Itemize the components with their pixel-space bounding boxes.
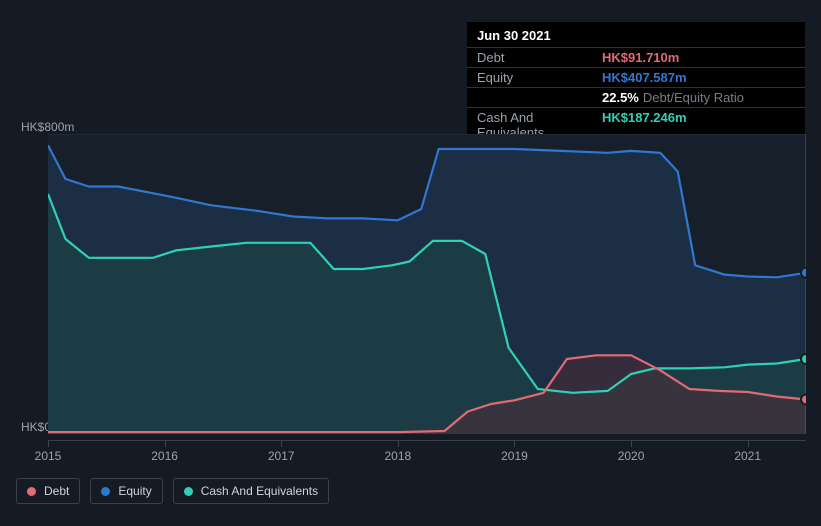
- x-tick: [631, 441, 632, 447]
- tooltip-row-equity: Equity HK$407.587m: [467, 68, 805, 88]
- tooltip-label: Equity: [477, 70, 602, 85]
- x-label: 2020: [618, 449, 645, 463]
- debt-end-dot: [801, 395, 806, 405]
- chart-plot[interactable]: [48, 134, 806, 434]
- tooltip-label: Debt: [477, 50, 602, 65]
- x-axis: 2015201620172018201920202021: [48, 440, 806, 464]
- equity-end-dot: [801, 268, 806, 278]
- cash-end-dot: [801, 354, 806, 364]
- tooltip-label: [477, 90, 602, 105]
- legend-dot: [27, 487, 36, 496]
- chart-legend: Debt Equity Cash And Equivalents: [16, 478, 329, 504]
- tooltip-row-ratio: 22.5% Debt/Equity Ratio: [467, 88, 805, 108]
- x-label: 2016: [151, 449, 178, 463]
- tooltip-value: HK$91.710m: [602, 50, 679, 65]
- x-label: 2015: [35, 449, 62, 463]
- x-tick: [48, 441, 49, 447]
- x-label: 2019: [501, 449, 528, 463]
- legend-item-cash[interactable]: Cash And Equivalents: [173, 478, 329, 504]
- x-label: 2021: [734, 449, 761, 463]
- tooltip-ratio-pct: 22.5%: [602, 90, 639, 105]
- x-tick: [514, 441, 515, 447]
- y-axis-bottom-label: HK$0: [21, 420, 51, 434]
- x-label: 2018: [384, 449, 411, 463]
- tooltip-ratio-label: Debt/Equity Ratio: [643, 90, 744, 105]
- tooltip-value: HK$407.587m: [602, 70, 687, 85]
- tooltip-row-debt: Debt HK$91.710m: [467, 48, 805, 68]
- legend-label: Cash And Equivalents: [201, 484, 318, 498]
- tooltip-date: Jun 30 2021: [467, 26, 805, 48]
- legend-item-debt[interactable]: Debt: [16, 478, 80, 504]
- legend-label: Equity: [118, 484, 151, 498]
- legend-dot: [101, 487, 110, 496]
- y-axis-top-label: HK$800m: [21, 120, 74, 134]
- legend-dot: [184, 487, 193, 496]
- x-tick: [165, 441, 166, 447]
- x-tick: [748, 441, 749, 447]
- x-tick: [281, 441, 282, 447]
- x-label: 2017: [268, 449, 295, 463]
- legend-label: Debt: [44, 484, 69, 498]
- legend-item-equity[interactable]: Equity: [90, 478, 162, 504]
- x-tick: [398, 441, 399, 447]
- chart-tooltip: Jun 30 2021 Debt HK$91.710m Equity HK$40…: [467, 22, 805, 146]
